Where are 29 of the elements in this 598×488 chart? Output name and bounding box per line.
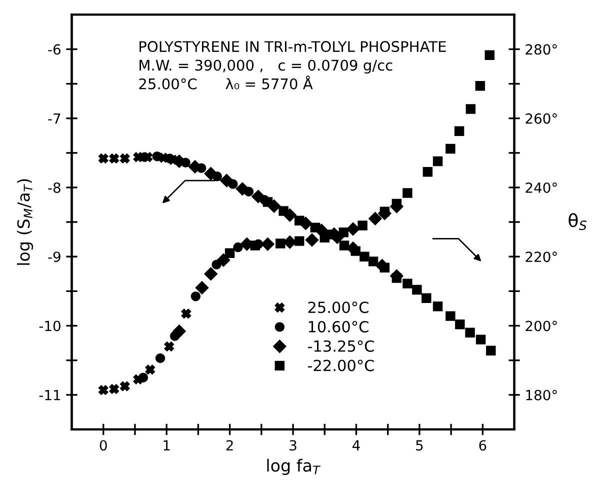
- legend-label: -22.00°C: [308, 360, 374, 372]
- y-axis-title: log (S$_{M}$/a$_{T}$): [16, 179, 34, 265]
- annotation: 25.00°C λ₀ = 5770 Å: [139, 76, 313, 90]
- x-tick-label: 3: [290, 440, 296, 451]
- x-tick-label: 4: [352, 440, 360, 450]
- y2-tick-label: 220°: [526, 252, 557, 262]
- annotation: M.W. = 390,000 , c = 0.0709 g/cc: [140, 60, 392, 74]
- x-axis-title: log fa$_{T}$: [267, 458, 321, 475]
- y2-axis-title: θ$_{S}$: [568, 213, 587, 230]
- legend-label: -13.25°C: [308, 340, 374, 352]
- x-tick-label: 5: [416, 440, 423, 451]
- y-tick-label: -8: [48, 182, 60, 193]
- y2-tick-label: 180°: [526, 390, 557, 400]
- y2-tick-label: 280°: [526, 44, 557, 55]
- y2-tick-label: 240°: [526, 182, 557, 193]
- y-tick-label: -9: [48, 252, 60, 262]
- annotation: POLYSTYRENE IN TRI-m-TOLYL PHOSPHATE: [140, 41, 446, 52]
- legend-label: 25.00°C: [308, 302, 368, 314]
- y-tick-label: -7: [48, 113, 60, 124]
- y2-tick-label: 260°: [526, 113, 557, 124]
- x-tick-label: 2: [226, 440, 233, 450]
- legend-label: 10.60°C: [308, 320, 368, 333]
- y-tick-label: -11: [39, 390, 60, 400]
- y-tick-label: -10: [39, 320, 60, 332]
- x-tick-label: 0: [100, 440, 107, 451]
- y2-tick-label: 200°: [526, 320, 557, 332]
- x-tick-label: 6: [479, 440, 486, 451]
- x-tick-label: 1: [164, 440, 170, 450]
- y-tick-label: -6: [48, 44, 60, 55]
